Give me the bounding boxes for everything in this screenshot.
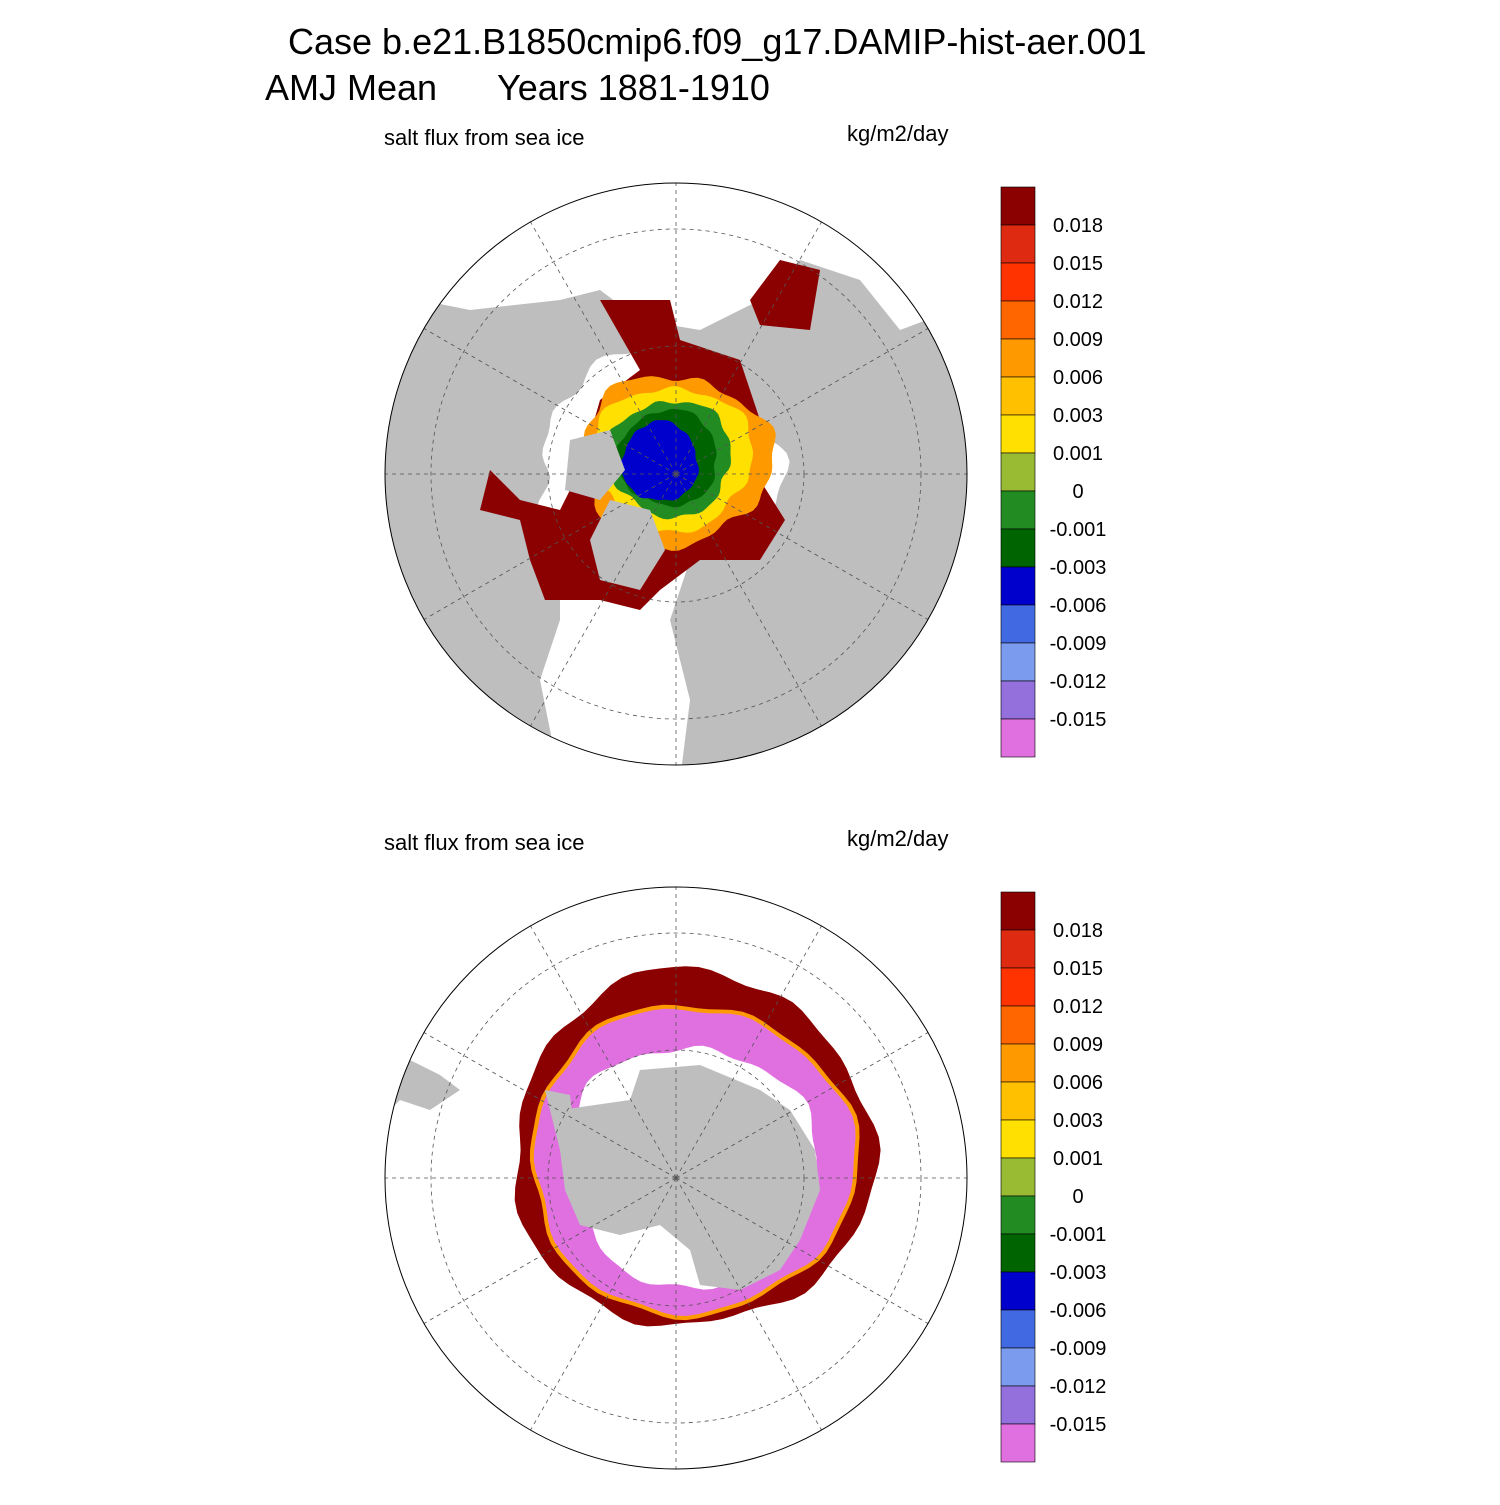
colorbar-box (1000, 967, 1036, 1007)
colorbar-label: -0.001 (1050, 519, 1107, 541)
colorbar-label: 0.009 (1053, 1034, 1103, 1056)
colorbar-label: 0.003 (1053, 405, 1103, 427)
colorbar-label: -0.012 (1050, 671, 1107, 693)
land (590, 500, 665, 590)
colorbar-label: -0.012 (1050, 1376, 1107, 1398)
colorbar-label: 0 (1072, 1186, 1083, 1208)
colorbar-box (1000, 452, 1036, 492)
colorbar-box (1000, 1157, 1036, 1197)
colorbar-box (1000, 186, 1036, 226)
colorbar-box (1000, 528, 1036, 568)
longitude-line (423, 473, 677, 620)
colorbar-box (1000, 566, 1036, 606)
land (565, 430, 625, 500)
colorbar-label: -0.015 (1050, 709, 1107, 731)
title: Case b.e21.B1850cmip6.f09_g17.DAMIP-hist… (288, 21, 1147, 62)
colorbar-box (1000, 1043, 1036, 1083)
colorbar-box (1000, 1081, 1036, 1121)
colorbar-label: 0.001 (1053, 1148, 1103, 1170)
colorbar-box (1000, 338, 1036, 378)
colorbar-label: 0.006 (1053, 1072, 1103, 1094)
colorbar-box (1000, 604, 1036, 644)
ocean (385, 183, 967, 330)
colorbar-box (1000, 929, 1036, 969)
colorbar-label: 0.015 (1053, 958, 1103, 980)
land (560, 1065, 820, 1290)
ice (620, 420, 699, 501)
colorbar-box (1000, 1119, 1036, 1159)
longitude-line (675, 1177, 822, 1431)
colorbar-label: 0.018 (1053, 215, 1103, 237)
colorbar-label: -0.009 (1050, 633, 1107, 655)
longitude-line (675, 473, 929, 620)
panel-label: salt flux from sea ice (384, 830, 585, 855)
antarctic-map (385, 887, 967, 1469)
colorbar-label: -0.015 (1050, 1414, 1107, 1436)
longitude-line (675, 328, 929, 475)
latitude-line (430, 932, 922, 1424)
map-border (384, 886, 968, 1470)
map-border (384, 182, 968, 766)
colorbar-label: 0.018 (1053, 920, 1103, 942)
longitude-line (423, 1032, 677, 1179)
colorbar-box (1000, 490, 1036, 530)
longitude-line (675, 221, 822, 475)
colorbar-label: -0.009 (1050, 1338, 1107, 1360)
longitude-line (530, 473, 677, 727)
colorbar-box (1000, 262, 1036, 302)
panel-label: salt flux from sea ice (384, 125, 585, 150)
colorbar-label: 0.009 (1053, 329, 1103, 351)
colorbar-label: 0.015 (1053, 253, 1103, 275)
longitude-line (675, 473, 822, 727)
colorbar-label: 0 (1072, 481, 1083, 503)
colorbar-box (1000, 1385, 1036, 1425)
colorbar-label: -0.006 (1050, 595, 1107, 617)
colorbar-box (1000, 891, 1036, 931)
colorbar-label: -0.003 (1050, 1262, 1107, 1284)
colorbar-box (1000, 1271, 1036, 1311)
colorbar-box (1000, 642, 1036, 682)
colorbar-box (1000, 1233, 1036, 1273)
latitude-line (430, 228, 922, 720)
longitude-line (675, 1177, 929, 1324)
longitude-line (423, 1177, 677, 1324)
longitude-line (675, 1032, 929, 1179)
colorbar-label: 0.001 (1053, 443, 1103, 465)
colorbar-box (1000, 718, 1036, 758)
colorbar-box (1000, 300, 1036, 340)
colorbar-box (1000, 376, 1036, 416)
colorbar-label: 0.003 (1053, 1110, 1103, 1132)
colorbar-label: 0.012 (1053, 291, 1103, 313)
years: Years 1881-1910 (497, 67, 770, 108)
colorbar-box (1000, 414, 1036, 454)
ice (750, 260, 820, 330)
colorbar-box (1000, 224, 1036, 264)
colorbar-box (1000, 1347, 1036, 1387)
colorbar-label: -0.006 (1050, 1300, 1107, 1322)
longitude-line (530, 221, 677, 475)
colorbar-label: -0.003 (1050, 557, 1107, 579)
season: AMJ Mean (265, 67, 437, 108)
colorbar-label: -0.001 (1050, 1224, 1107, 1246)
panel-units: kg/m2/day (847, 826, 949, 851)
colorbar-label: 0.006 (1053, 367, 1103, 389)
longitude-line (530, 925, 677, 1179)
longitude-line (675, 925, 822, 1179)
colorbar-box (1000, 1309, 1036, 1349)
colorbar-box (1000, 1005, 1036, 1045)
colorbar-box (1000, 680, 1036, 720)
longitude-line (423, 328, 677, 475)
colorbar-label: 0.012 (1053, 996, 1103, 1018)
land (545, 1090, 575, 1150)
colorbar-box (1000, 1423, 1036, 1463)
colorbar-box (1000, 1195, 1036, 1235)
arctic-map (385, 183, 967, 765)
panel-units: kg/m2/day (847, 121, 949, 146)
longitude-line (530, 1177, 677, 1431)
